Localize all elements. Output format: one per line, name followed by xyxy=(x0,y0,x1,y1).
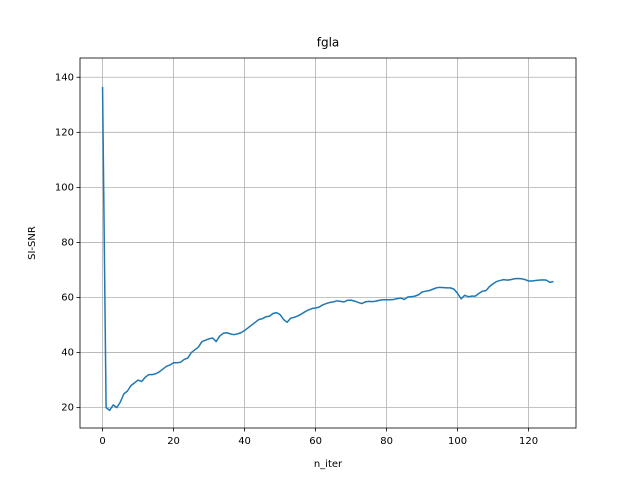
y-axis-label: SI-SNR xyxy=(27,226,38,260)
x-axis-label: n_iter xyxy=(314,459,343,470)
x-tick-label: 100 xyxy=(448,436,467,447)
y-tick-label: 120 xyxy=(55,127,74,138)
chart-title: fgla xyxy=(317,36,340,50)
y-tick-label: 80 xyxy=(61,237,74,248)
x-tick-label: 60 xyxy=(309,436,322,447)
y-tick-label: 40 xyxy=(61,348,74,359)
x-tick-label: 120 xyxy=(519,436,538,447)
y-tick-label: 20 xyxy=(61,403,74,414)
data-line xyxy=(101,86,554,412)
x-tick-label: 40 xyxy=(238,436,251,447)
y-tick-label: 100 xyxy=(55,182,74,193)
x-tick-label: 0 xyxy=(99,436,105,447)
y-tick-label: 60 xyxy=(61,293,74,304)
x-tick-label: 20 xyxy=(167,436,180,447)
plot-frame xyxy=(79,57,577,429)
x-tick-label: 80 xyxy=(380,436,393,447)
y-tick-label: 140 xyxy=(55,72,74,83)
